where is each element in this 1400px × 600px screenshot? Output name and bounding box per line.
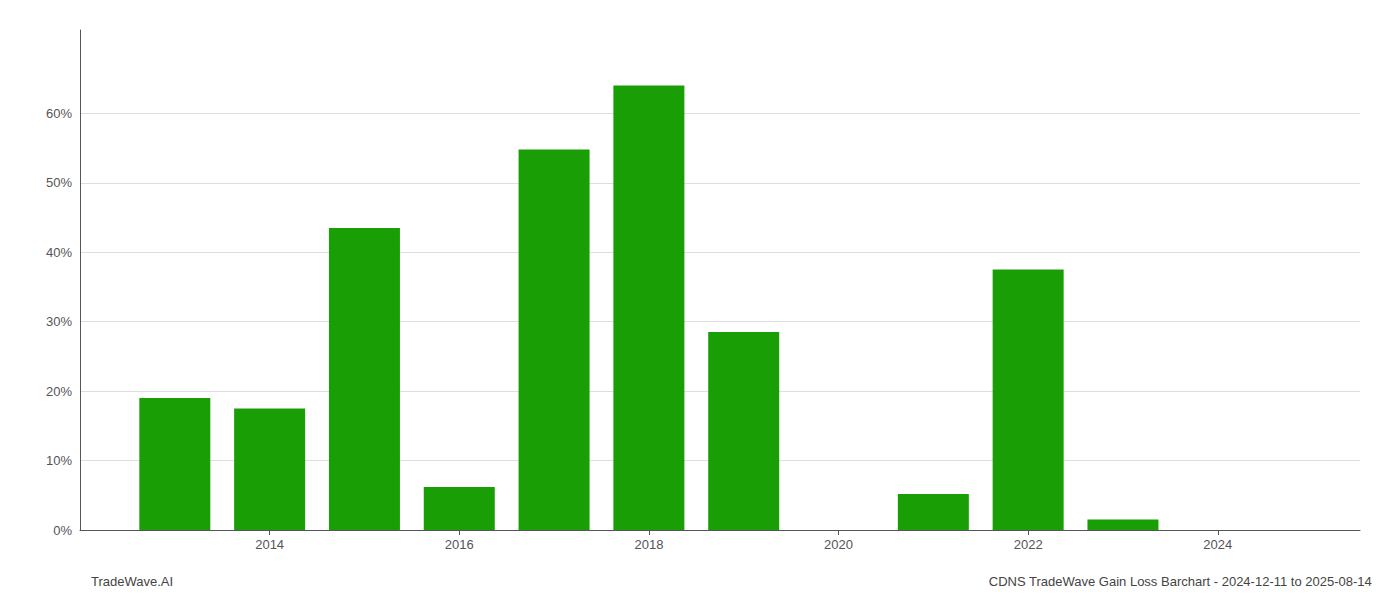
svg-text:2020: 2020 <box>824 537 853 552</box>
svg-text:0%: 0% <box>53 523 72 538</box>
svg-text:50%: 50% <box>46 175 72 190</box>
svg-text:40%: 40% <box>46 245 72 260</box>
svg-text:2022: 2022 <box>1014 537 1043 552</box>
svg-text:CDNS TradeWave Gain Loss Barch: CDNS TradeWave Gain Loss Barchart - 2024… <box>989 574 1372 589</box>
svg-text:60%: 60% <box>46 106 72 121</box>
svg-text:2016: 2016 <box>445 537 474 552</box>
svg-text:30%: 30% <box>46 314 72 329</box>
svg-text:2018: 2018 <box>634 537 663 552</box>
svg-text:2024: 2024 <box>1203 537 1232 552</box>
svg-text:2014: 2014 <box>255 537 284 552</box>
svg-text:10%: 10% <box>46 453 72 468</box>
svg-text:TradeWave.AI: TradeWave.AI <box>91 574 173 589</box>
svg-text:20%: 20% <box>46 384 72 399</box>
